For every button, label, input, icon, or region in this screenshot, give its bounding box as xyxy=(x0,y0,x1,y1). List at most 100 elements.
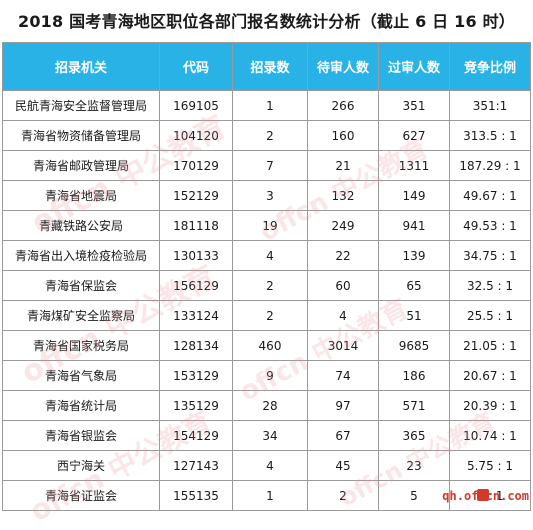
column-header-pending: 待审人数 xyxy=(307,42,379,91)
cell-ratio: 32.5 : 1 xyxy=(449,270,531,301)
cell-pending: 249 xyxy=(307,210,379,241)
cell-code: 127143 xyxy=(159,450,233,481)
cell-ratio: 5.75 : 1 xyxy=(449,450,531,481)
cell-approved: 1311 xyxy=(378,150,450,181)
table-row: 青海省邮政管理局 170129 7 21 1311 187.29 : 1 xyxy=(2,150,531,181)
cell-agency: 青海省保监会 xyxy=(2,270,160,301)
cell-pending: 97 xyxy=(307,390,379,421)
cell-ratio: 49.67 : 1 xyxy=(449,180,531,211)
cell-ratio: 25.5 : 1 xyxy=(449,300,531,331)
cell-agency: 青海省国家税务局 xyxy=(2,330,160,361)
header-row: 招录机关 代码 招录数 待审人数 过审人数 竞争比例 xyxy=(2,42,531,91)
cell-approved: 5 xyxy=(378,480,450,511)
cell-agency: 青海省物资储备管理局 xyxy=(2,120,160,151)
offcn-logo-icon xyxy=(477,489,489,501)
cell-approved: 941 xyxy=(378,210,450,241)
cell-approved: 23 xyxy=(378,450,450,481)
table-row: 青海省银监会 154129 34 67 365 10.74 : 1 xyxy=(2,420,531,451)
cell-code: 169105 xyxy=(159,90,233,121)
cell-ratio: 34.75 : 1 xyxy=(449,240,531,271)
table-row: 民航青海安全监督管理局 169105 1 266 351 351:1 xyxy=(2,90,531,121)
cell-code: 154129 xyxy=(159,420,233,451)
cell-pending: 60 xyxy=(307,270,379,301)
cell-quota: 2 xyxy=(232,120,308,151)
cell-agency: 西宁海关 xyxy=(2,450,160,481)
cell-approved: 51 xyxy=(378,300,450,331)
table-row: 青海煤矿安全监察局 133124 2 4 51 25.5 : 1 xyxy=(2,300,531,331)
column-header-ratio: 竞争比例 xyxy=(449,42,531,91)
column-header-quota: 招录数 xyxy=(232,42,308,91)
cell-ratio: 49.53 : 1 xyxy=(449,210,531,241)
cell-agency: 青海省地震局 xyxy=(2,180,160,211)
cell-code: 155135 xyxy=(159,480,233,511)
table-row: 青海省物资储备管理局 104120 2 160 627 313.5 : 1 xyxy=(2,120,531,151)
cell-ratio: 20.67 : 1 xyxy=(449,360,531,391)
column-header-code: 代码 xyxy=(159,42,233,91)
cell-agency: 青海省气象局 xyxy=(2,360,160,391)
table-row: 青海省保监会 156129 2 60 65 32.5 : 1 xyxy=(2,270,531,301)
page-title: 2018 国考青海地区职位各部门报名数统计分析（截止 6 日 16 时） xyxy=(18,12,515,31)
cell-quota: 7 xyxy=(232,150,308,181)
cell-quota: 28 xyxy=(232,390,308,421)
cell-code: 156129 xyxy=(159,270,233,301)
cell-agency: 青海省银监会 xyxy=(2,420,160,451)
cell-code: 133124 xyxy=(159,300,233,331)
cell-approved: 65 xyxy=(378,270,450,301)
table-row: 青海省地震局 152129 3 132 149 49.67 : 1 xyxy=(2,180,531,211)
cell-code: 170129 xyxy=(159,150,233,181)
table-row: 青海省统计局 135129 28 97 571 20.39 : 1 xyxy=(2,390,531,421)
cell-agency: 青海省统计局 xyxy=(2,390,160,421)
cell-pending: 74 xyxy=(307,360,379,391)
cell-code: 152129 xyxy=(159,180,233,211)
cell-agency: 青海省邮政管理局 xyxy=(2,150,160,181)
site-url: qh.offcn.com xyxy=(442,489,529,503)
cell-approved: 365 xyxy=(378,420,450,451)
column-header-approved: 过审人数 xyxy=(378,42,450,91)
cell-ratio: 10.74 : 1 xyxy=(449,420,531,451)
cell-quota: 3 xyxy=(232,180,308,211)
cell-approved: 9685 xyxy=(378,330,450,361)
cell-code: 135129 xyxy=(159,390,233,421)
cell-code: 128134 xyxy=(159,330,233,361)
cell-approved: 351 xyxy=(378,90,450,121)
cell-quota: 34 xyxy=(232,420,308,451)
cell-pending: 4 xyxy=(307,300,379,331)
cell-quota: 4 xyxy=(232,240,308,271)
cell-code: 104120 xyxy=(159,120,233,151)
cell-pending: 22 xyxy=(307,240,379,271)
table-row: 青藏铁路公安局 181118 19 249 941 49.53 : 1 xyxy=(2,210,531,241)
cell-approved: 627 xyxy=(378,120,450,151)
cell-approved: 186 xyxy=(378,360,450,391)
table-row: 青海省出入境检疫检验局 130133 4 22 139 34.75 : 1 xyxy=(2,240,531,271)
cell-quota: 4 xyxy=(232,450,308,481)
cell-agency: 民航青海安全监督管理局 xyxy=(2,90,160,121)
cell-code: 181118 xyxy=(159,210,233,241)
cell-pending: 132 xyxy=(307,180,379,211)
cell-pending: 21 xyxy=(307,150,379,181)
column-header-agency: 招录机关 xyxy=(2,42,160,91)
cell-ratio: 313.5 : 1 xyxy=(449,120,531,151)
cell-agency: 青海省出入境检疫检验局 xyxy=(2,240,160,271)
table-row: 青海省气象局 153129 9 74 186 20.67 : 1 xyxy=(2,360,531,391)
cell-ratio: 21.05 : 1 xyxy=(449,330,531,361)
cell-agency: 青海煤矿安全监察局 xyxy=(2,300,160,331)
cell-quota: 9 xyxy=(232,360,308,391)
table-row: 青海省国家税务局 128134 460 3014 9685 21.05 : 1 xyxy=(2,330,531,361)
cell-pending: 2 xyxy=(307,480,379,511)
cell-quota: 1 xyxy=(232,90,308,121)
cell-pending: 67 xyxy=(307,420,379,451)
cell-quota: 460 xyxy=(232,330,308,361)
table-row: 西宁海关 127143 4 45 23 5.75 : 1 xyxy=(2,450,531,481)
cell-ratio: 20.39 : 1 xyxy=(449,390,531,421)
cell-pending: 3014 xyxy=(307,330,379,361)
cell-quota: 2 xyxy=(232,300,308,331)
cell-pending: 45 xyxy=(307,450,379,481)
cell-pending: 160 xyxy=(307,120,379,151)
cell-approved: 139 xyxy=(378,240,450,271)
cell-approved: 571 xyxy=(378,390,450,421)
cell-code: 130133 xyxy=(159,240,233,271)
cell-code: 153129 xyxy=(159,360,233,391)
cell-quota: 1 xyxy=(232,480,308,511)
cell-ratio: 187.29 : 1 xyxy=(449,150,531,181)
cell-ratio: 351:1 xyxy=(449,90,531,121)
